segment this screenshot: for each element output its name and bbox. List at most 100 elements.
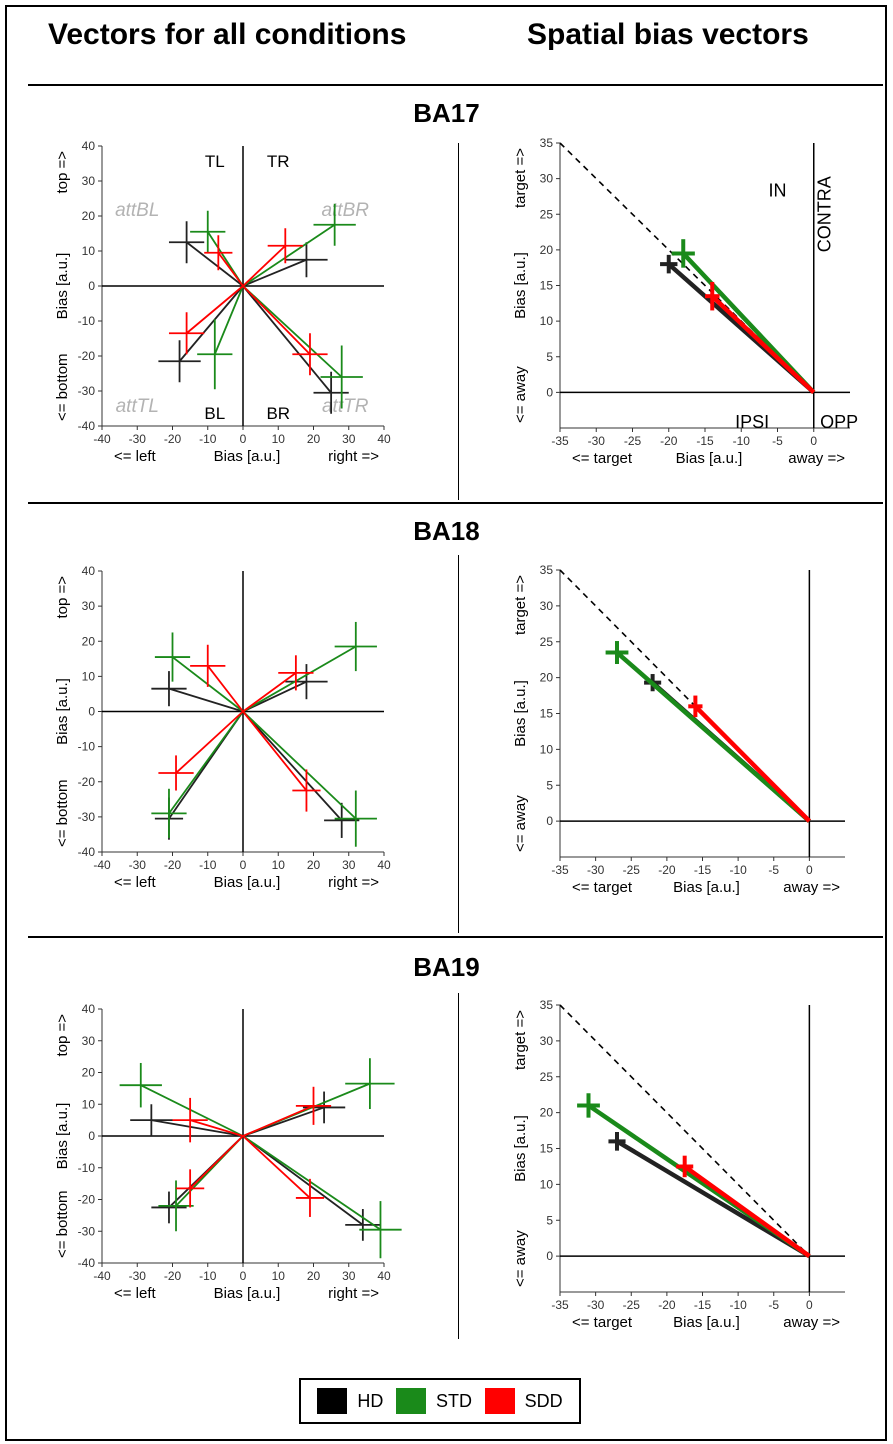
ba17-right-ylabel-top: target =>	[512, 148, 529, 208]
ba17-left-quadrant-tr: TR	[267, 152, 290, 171]
ba17-left-x-tick-label: -30	[129, 432, 147, 446]
ba19-left-vector-sdd	[242, 1135, 311, 1199]
ba17-left-att-br: attBR	[321, 200, 369, 221]
ba18-left-x-tick-label: -30	[129, 858, 147, 872]
ba17-right-x-tick-label: -10	[733, 434, 751, 448]
ba18-left-y-tick-label: -30	[78, 810, 96, 824]
ba19-right-y-tick-label: 0	[546, 1249, 553, 1263]
ba19-right-x-tick-label: -35	[551, 1298, 569, 1312]
ba19-left-ylabel-bottom: <= bottom	[54, 1190, 71, 1258]
ba17-right-ylabel-bottom: <= away	[512, 366, 529, 423]
ba17-right-x-tick-label: -25	[624, 434, 642, 448]
ba17-right-y-tick-label: 20	[540, 243, 554, 257]
ba17-right-vector-sdd	[710, 294, 816, 395]
ba17-left-y-tick-label: -20	[78, 349, 96, 363]
ba17-left-x-tick-label: -20	[164, 432, 182, 446]
ba18-right-y-tick-label: 10	[540, 742, 554, 756]
divider-ba18	[28, 502, 883, 504]
ba19-left-ylabel-center: Bias [a.u.]	[54, 1103, 71, 1170]
ba17-left-vector-sdd	[242, 285, 311, 355]
ba18-left-x-tick-label: 20	[307, 858, 321, 872]
ba17-left-y-tick-label: -40	[78, 419, 96, 433]
ba17-right-xlabel-right: away =>	[788, 450, 845, 467]
column-divider-ba18	[458, 555, 459, 933]
ba19-left-ylabel-top: top =>	[54, 1014, 71, 1057]
ba17-left-y-tick-label: -30	[78, 384, 96, 398]
ba17-left-att-tr: attTR	[322, 396, 369, 417]
ba17-right-x-tick-label: -20	[660, 434, 678, 448]
legend-item-sdd: SDD	[484, 1388, 563, 1414]
left-column-header: Vectors for all conditions	[48, 18, 407, 51]
ba19-left-x-tick-label: 10	[272, 1269, 286, 1283]
ba18-left-xlabel-left: <= left	[114, 874, 157, 891]
ba17-right-x-tick-label: 0	[810, 434, 817, 448]
ba18-right-y-tick-label: 35	[540, 563, 554, 577]
ba17-left-x-tick-label: 0	[240, 432, 247, 446]
ba18-left-vector-sdd	[242, 710, 308, 792]
ba19-right-ylabel-top: target =>	[512, 1010, 529, 1070]
ba19-left-vector-sdd	[189, 1135, 244, 1190]
ba18-left-y-tick-label: 10	[82, 669, 96, 683]
ba18-left-ylabel-top: top =>	[54, 576, 71, 619]
ba18-right-y-tick-label: 20	[540, 671, 554, 685]
ba17-left-xlabel-right: right =>	[328, 448, 379, 465]
ba18-left-x-tick-label: -20	[164, 858, 182, 872]
legend-item-hd: HD	[317, 1388, 383, 1414]
ba18-left-y-tick-label: -10	[78, 740, 96, 754]
section-title-ba19: BA19	[413, 952, 480, 982]
ba17-left-x-tick-label: -10	[199, 432, 217, 446]
ba17-left-ylabel-top: top =>	[54, 151, 71, 194]
ba19-left-x-tick-label: -30	[129, 1269, 147, 1283]
ba17-left-att-bl: attBL	[115, 200, 159, 221]
ba19-left-y-tick-label: 20	[82, 1066, 96, 1080]
ba17-right-y-tick-label: 30	[540, 172, 554, 186]
ba18-left-vector-std	[242, 710, 357, 820]
ba17-left-vector-hd	[178, 285, 244, 362]
ba19-right-dashed-diagonal	[559, 1004, 810, 1257]
ba19-left-xlabel-right: right =>	[328, 1285, 379, 1302]
ba17-left-vector-std	[242, 224, 336, 287]
ba18-left-x-tick-label: 10	[272, 858, 286, 872]
ba19-right-x-tick-label: -15	[694, 1298, 712, 1312]
ba18-left-vector-std	[242, 645, 357, 713]
ba19-left-y-tick-label: 40	[82, 1002, 96, 1016]
ba19-left-vector-std	[140, 1084, 244, 1137]
ba18-right-x-tick-label: -30	[587, 863, 605, 877]
ba19-right-y-tick-label: 15	[540, 1142, 554, 1156]
ba17-left-x-tick-label: 40	[377, 432, 391, 446]
ba18-left-x-tick-label: -40	[93, 858, 111, 872]
ba19-right-xlabel-left: <= target	[572, 1314, 633, 1331]
ba17-right-region-contra: CONTRA	[814, 176, 834, 252]
ba17-right-ylabel-center: Bias [a.u.]	[512, 252, 529, 319]
ba17-left-y-tick-label: 40	[82, 139, 96, 153]
ba19-right-y-tick-label: 10	[540, 1177, 554, 1191]
ba18-left-vector-hd	[168, 687, 244, 713]
ba17-right-xlabel-left: <= target	[572, 450, 633, 467]
ba19-left-y-tick-label: 0	[88, 1129, 95, 1143]
ba17-left-vector-hd	[242, 258, 307, 287]
ba18-right-dashed-diagonal	[559, 569, 810, 822]
ba19-left-vector-std	[242, 1135, 381, 1231]
ba19-left-x-tick-label: -40	[93, 1269, 111, 1283]
ba18-left-x-tick-label: 30	[342, 858, 356, 872]
ba17-left-x-tick-label: -40	[93, 432, 111, 446]
ba17-left-vector-sdd	[242, 245, 286, 287]
ba17-left-y-tick-label: -10	[78, 314, 96, 328]
ba18-left-vector-sdd	[175, 710, 244, 774]
ba19-right-vector-sdd	[683, 1164, 811, 1258]
ba18-left-x-tick-label: -10	[199, 858, 217, 872]
ba19-left-y-tick-label: -10	[78, 1161, 96, 1175]
ba18-right-ylabel-top: target =>	[512, 575, 529, 635]
section-title-ba17: BA17	[413, 98, 480, 128]
ba17-left-x-tick-label: 30	[342, 432, 356, 446]
ba19-right-x-tick-label: -30	[587, 1298, 605, 1312]
legend-swatch-hd	[317, 1388, 348, 1414]
ba18-right-xlabel-right: away =>	[783, 879, 840, 896]
ba17-right-y-tick-label: 35	[540, 136, 554, 150]
ba17-right-region-in: IN	[769, 180, 787, 200]
ba17-right-x-tick-label: -15	[696, 434, 714, 448]
ba17-left-vector-sdd	[217, 252, 244, 287]
ba17-right-xlabel-center: Bias [a.u.]	[676, 450, 743, 467]
ba19-left-y-tick-label: -20	[78, 1193, 96, 1207]
ba19-right-x-tick-label: -10	[729, 1298, 747, 1312]
